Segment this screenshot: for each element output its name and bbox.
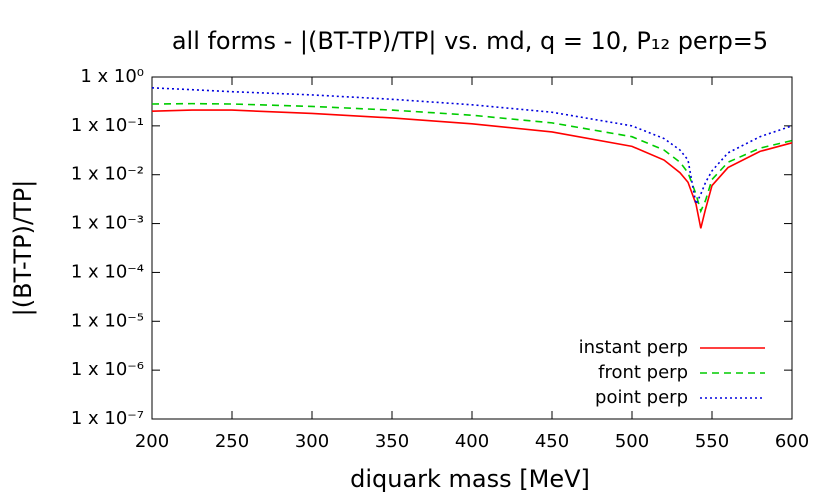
y-tick-label: 1 x 10⁻³ — [71, 213, 144, 234]
y-axis-label: |(BT-TP)/TP| — [9, 180, 37, 317]
y-tick-label: 1 x 10⁻⁶ — [71, 359, 144, 380]
series-line — [151, 109, 793, 229]
legend-label: front perp — [598, 362, 688, 383]
legend-label: instant perp — [579, 337, 688, 358]
chart-title: all forms - |(BT-TP)/TP| vs. md, q = 10,… — [172, 27, 768, 55]
y-tick-label: 1 x 10⁻⁷ — [71, 408, 144, 429]
legend-label: point perp — [595, 387, 688, 408]
x-tick-label: 600 — [775, 431, 809, 452]
x-tick-label: 300 — [295, 431, 329, 452]
x-tick-label: 200 — [135, 431, 169, 452]
series-line — [151, 87, 793, 207]
series-line — [151, 102, 793, 214]
y-tick-label: 1 x 10⁻¹ — [71, 115, 144, 136]
y-tick-label: 1 x 10⁰ — [80, 66, 144, 87]
x-tick-label: 450 — [535, 431, 569, 452]
x-tick-label: 400 — [455, 431, 489, 452]
y-tick-label: 1 x 10⁻⁵ — [71, 310, 144, 331]
x-tick-label: 250 — [215, 431, 249, 452]
x-tick-label: 550 — [695, 431, 729, 452]
x-axis-label: diquark mass [MeV] — [350, 465, 590, 493]
x-tick-label: 350 — [375, 431, 409, 452]
plot-border — [151, 76, 793, 420]
y-tick-label: 1 x 10⁻⁴ — [71, 261, 144, 282]
y-tick-label: 1 x 10⁻² — [71, 164, 144, 185]
x-tick-label: 500 — [615, 431, 649, 452]
